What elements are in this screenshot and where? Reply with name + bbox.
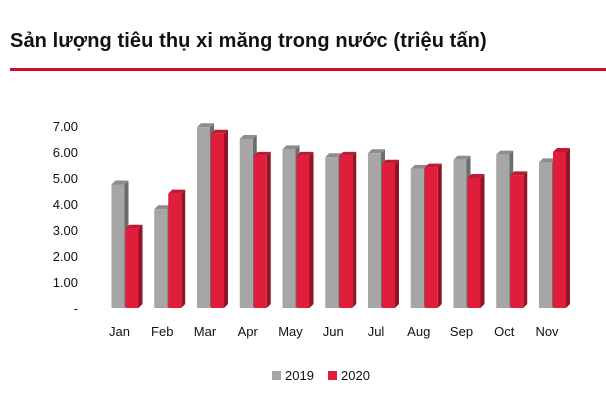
bar-front	[382, 163, 395, 308]
x-axis: Jan Feb Mar Apr May Jun Jul Aug Sep Oct Nov	[109, 324, 559, 339]
bar-top	[467, 174, 485, 178]
legend-label-2020: 2020	[341, 368, 370, 383]
bar-2020-jan	[125, 224, 143, 308]
bar-top	[325, 153, 343, 158]
bar-front	[211, 133, 224, 308]
bar-2020-apr	[253, 151, 271, 308]
x-category-label: Jun	[323, 324, 344, 339]
x-category-label: Nov	[535, 324, 559, 339]
x-category-label: Oct	[494, 324, 515, 339]
bar-2020-sep	[467, 174, 485, 308]
bar-front	[154, 209, 168, 308]
bar-top	[197, 123, 214, 128]
bar-2020-jun	[339, 151, 357, 308]
bar-side	[566, 148, 570, 308]
bar-side	[523, 171, 528, 308]
bar-front	[410, 168, 424, 308]
legend-swatch-2019	[272, 371, 281, 380]
bar-side	[437, 163, 442, 308]
bar-front	[424, 167, 438, 308]
bar-front	[325, 157, 339, 308]
bar-top	[410, 164, 428, 169]
x-category-label: Apr	[238, 324, 259, 339]
y-tick-label: 1.00	[53, 275, 78, 290]
bar-front	[168, 193, 182, 308]
x-category-label: Sep	[450, 324, 473, 339]
x-category-label: Mar	[194, 324, 217, 339]
bar-side	[138, 224, 143, 308]
bar-side	[352, 151, 357, 308]
bar-side	[181, 189, 186, 308]
y-tick-label: -	[74, 301, 78, 316]
bar-2020-oct	[510, 171, 528, 308]
bar-front	[239, 139, 253, 308]
bar-top	[154, 205, 172, 210]
bar-top	[239, 135, 257, 139]
bar-top	[539, 158, 556, 163]
y-tick-label: 4.00	[53, 197, 78, 212]
legend: 2019 2020	[272, 368, 370, 383]
bar-front	[125, 228, 139, 308]
x-category-label: May	[278, 324, 303, 339]
bar-top	[424, 163, 442, 168]
bar-front	[496, 154, 510, 308]
bar-2020-feb	[168, 189, 186, 308]
bar-front	[282, 149, 296, 308]
x-category-label: Aug	[407, 324, 430, 339]
bar-2020-nov	[553, 148, 570, 308]
bar-top	[296, 151, 314, 156]
bar-top	[339, 151, 357, 156]
bar-top	[125, 224, 143, 229]
bar-front	[296, 155, 310, 308]
bar-front	[510, 175, 524, 308]
bar-side	[266, 151, 271, 308]
bar-2020-mar	[211, 129, 228, 308]
bar-top	[453, 155, 471, 160]
bar-front	[453, 159, 467, 308]
x-category-label: Jan	[109, 324, 130, 339]
bar-front	[467, 178, 481, 308]
bar-side	[224, 129, 228, 308]
bar-top	[282, 145, 300, 150]
bar-top	[168, 189, 186, 194]
bar-front	[197, 127, 210, 308]
bar-side	[480, 174, 485, 308]
legend-label-2019: 2019	[285, 368, 314, 383]
y-tick-label: 6.00	[53, 145, 78, 160]
y-tick-label: 2.00	[53, 249, 78, 264]
legend-swatch-2020	[328, 371, 337, 380]
bar-side	[309, 151, 314, 308]
bar-top	[211, 129, 228, 134]
bars-area	[111, 123, 570, 308]
y-tick-label: 5.00	[53, 171, 78, 186]
bar-top	[553, 148, 570, 152]
bar-top	[111, 180, 129, 185]
chart-title: Sản lượng tiêu thụ xi măng trong nước (t…	[10, 30, 487, 52]
bar-side	[395, 159, 399, 308]
bar-front	[553, 152, 566, 308]
x-category-label: Feb	[151, 324, 173, 339]
y-tick-label: 3.00	[53, 223, 78, 238]
bar-top	[382, 159, 399, 164]
bar-front	[111, 184, 125, 308]
bar-top	[496, 150, 514, 155]
bar-2020-may	[296, 151, 314, 308]
bar-2020-jul	[382, 159, 399, 308]
bar-top	[368, 149, 385, 154]
x-category-label: Jul	[368, 324, 385, 339]
bar-front	[339, 155, 353, 308]
y-tick-label: 7.00	[53, 119, 78, 134]
bar-front	[539, 162, 552, 308]
bar-top	[253, 151, 271, 156]
bar-2020-aug	[424, 163, 442, 308]
bar-front	[253, 155, 267, 308]
title-rule	[10, 68, 606, 71]
bar-top	[510, 171, 528, 176]
y-axis: - 1.00 2.00 3.00 4.00 5.00 6.00 7.00	[53, 119, 78, 316]
bar-front	[368, 153, 381, 308]
